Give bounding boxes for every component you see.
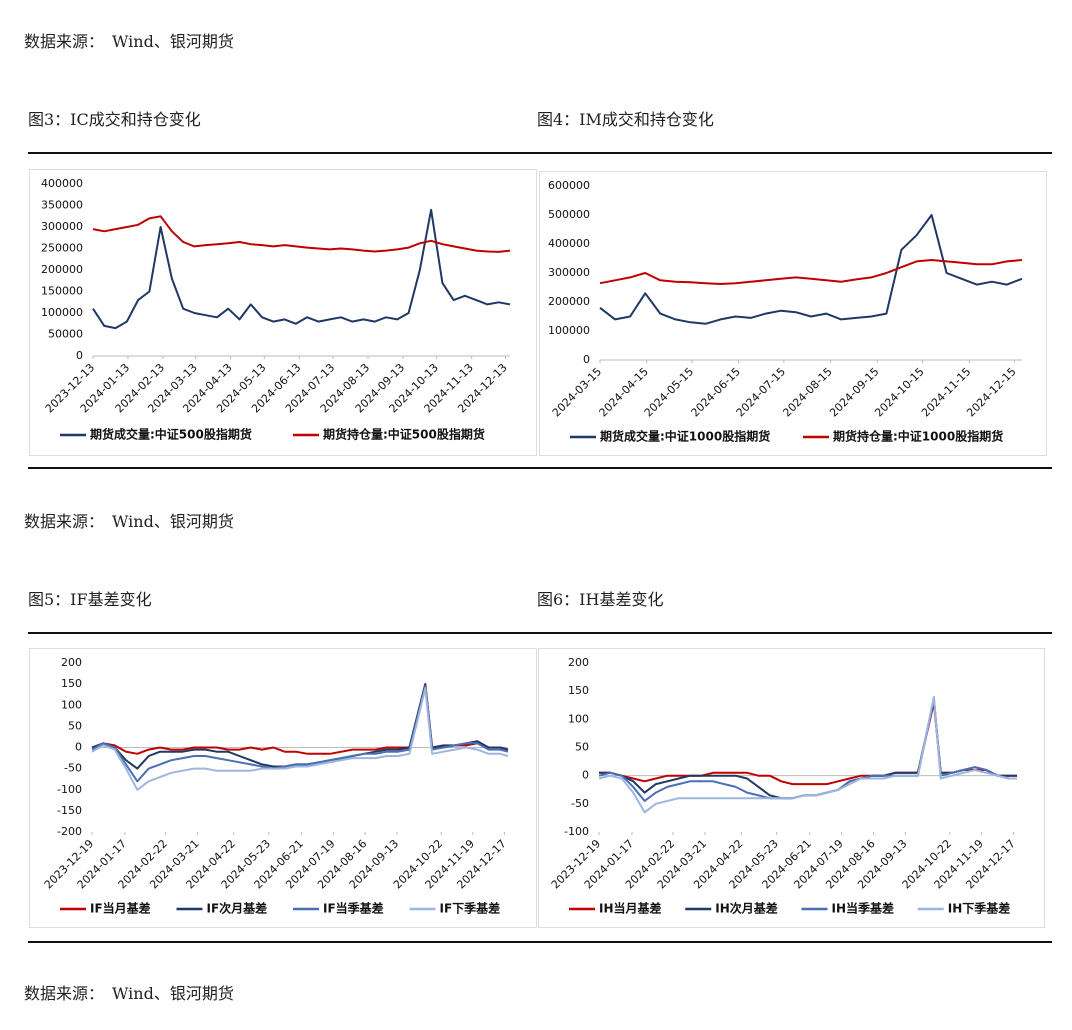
y-tick-label: 350000 [41,199,83,212]
y-tick-label: 0 [583,353,590,366]
y-tick-label: 150 [61,677,82,690]
x-tick-label: 2024-08-15 [780,365,834,419]
y-tick-label: 150 [568,684,589,697]
series-line [91,683,509,755]
figure-title: 图5：IF基差变化 [28,590,152,609]
series-line [91,685,509,783]
series-line [92,215,511,253]
source-note: 数据来源： Wind、银河期货 [24,512,234,531]
chart: -100-500501001502002023-12-192024-01-172… [538,648,1045,928]
y-tick-label: 50 [68,719,82,732]
legend-label: IH当季基差 [832,901,895,916]
y-tick-label: 400000 [41,177,83,190]
y-tick-label: 0 [75,741,82,754]
y-tick-label: 200000 [548,295,590,308]
rule [28,632,1052,634]
legend-label: IH次月基差 [715,901,778,916]
legend-label: IF次月基差 [207,901,268,916]
x-tick-label: 2024-03-15 [550,365,604,419]
y-tick-label: 50000 [48,328,83,341]
y-tick-label: 400000 [548,237,590,250]
chart: 0 100000 200000 300000 400000 500000 600000 202… [539,171,1047,456]
series-line [91,683,509,770]
y-tick-label: 100 [568,712,589,725]
y-tick-label: -100 [57,783,82,796]
series-line [598,696,1017,802]
y-tick-label: 100000 [548,324,590,337]
y-tick-label: 300000 [548,266,590,279]
y-tick-label: 300000 [41,220,83,233]
y-tick-label: 250000 [41,242,83,255]
y-tick-label: 0 [582,769,589,782]
rule [28,467,1052,469]
chart: 0 50000 100000 150000 200000 250000 300000 3500… [29,169,537,456]
y-tick-label: 50 [575,741,589,754]
y-tick-label: -100 [564,825,589,838]
y-tick-label: 200000 [41,263,83,276]
legend-label: IF当月基差 [90,901,151,916]
series-line [599,259,1023,285]
source-note: 数据来源： Wind、银河期货 [24,32,234,51]
series-line [92,208,511,330]
y-tick-label: 200 [568,656,589,669]
legend-label: 期货持仓量:中证1000股指期货 [833,429,1003,444]
figure-title: 图4：IM成交和持仓变化 [537,110,714,129]
series-line [598,695,1017,814]
legend-label: IF下季基差 [440,901,501,916]
rule [28,152,1052,154]
y-tick-label: 200 [61,656,82,669]
series-line [91,687,509,791]
y-tick-label: -50 [64,762,82,775]
y-tick-label: 600000 [548,179,590,192]
legend-label: IF当季基差 [323,901,384,916]
legend-label: 期货持仓量:中证500股指期货 [323,427,485,442]
figure-title: 图3：IC成交和持仓变化 [28,110,201,129]
y-tick-label: 0 [76,349,83,362]
chart: -200-150-100-500501001502002023-12-19202… [29,648,537,928]
source-note: 数据来源： Wind、银河期货 [24,984,234,1003]
y-tick-label: -50 [571,797,589,810]
y-tick-label: 500000 [548,208,590,221]
y-tick-label: -200 [57,825,82,838]
x-tick-label: 2024-12-15 [964,365,1018,419]
rule [28,941,1052,943]
series-line [599,214,1023,325]
y-tick-label: 100 [61,698,82,711]
legend-label: IH当月基差 [599,901,662,916]
legend-label: 期货成交量:中证1000股指期货 [600,429,770,444]
y-tick-label: -150 [57,804,82,817]
y-tick-label: 100000 [41,306,83,319]
legend-label: 期货成交量:中证500股指期货 [90,427,252,442]
y-tick-label: 150000 [41,285,83,298]
figure-title: 图6：IH基差变化 [537,590,664,609]
legend-label: IH下季基差 [948,901,1011,916]
